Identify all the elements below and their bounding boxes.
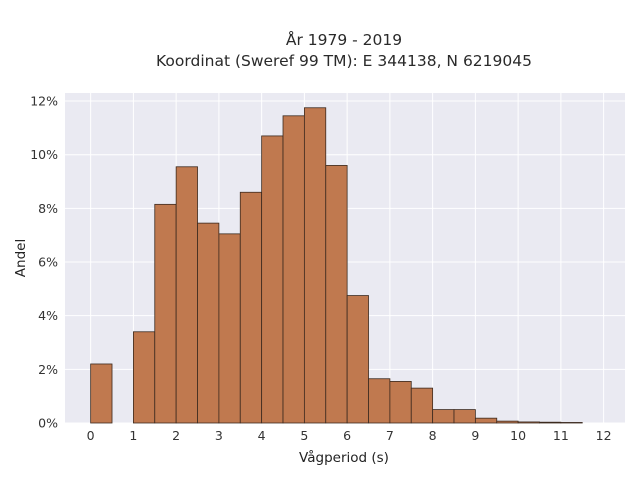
histogram-bar [389, 381, 412, 424]
histogram-bar [154, 203, 177, 424]
x-tick-label: 1 [129, 428, 137, 443]
x-axis-label: Vågperiod (s) [299, 449, 389, 466]
histogram-bar [303, 107, 327, 424]
x-tick-label: 9 [471, 428, 479, 443]
y-tick-labels: 0% 2% 4% 6% 8% 10% 12% [30, 94, 58, 431]
x-tick-label: 11 [553, 428, 569, 443]
y-tick-label: 10% [30, 147, 58, 162]
histogram-bar [496, 420, 519, 424]
histogram-bar [175, 166, 198, 424]
x-tick-label: 5 [300, 428, 308, 443]
histogram-bar [197, 222, 220, 424]
histogram-bar [218, 233, 241, 424]
y-tick-label: 0% [38, 416, 58, 431]
x-tick-label: 7 [386, 428, 394, 443]
histogram-bar [410, 387, 434, 424]
histogram-bar [453, 409, 476, 424]
histogram-bar [539, 421, 562, 424]
x-tick-label: 12 [596, 428, 612, 443]
histogram-bar [432, 409, 455, 424]
x-tick-label: 2 [172, 428, 180, 443]
chart-title: År 1979 - 2019 [286, 30, 402, 49]
bars [90, 107, 583, 424]
x-tick-label: 8 [429, 428, 437, 443]
x-tick-label: 3 [215, 428, 223, 443]
y-tick-label: 12% [30, 94, 58, 109]
histogram-bar [560, 422, 583, 424]
x-tick-labels: 0 1 2 3 4 5 6 7 8 9 10 11 12 [87, 428, 612, 443]
histogram-bar [90, 363, 113, 424]
x-tick-label: 10 [510, 428, 526, 443]
y-axis-label: Andel [13, 239, 29, 277]
y-tick-label: 2% [38, 362, 58, 377]
x-tick-label: 4 [258, 428, 266, 443]
y-tick-label: 8% [38, 201, 58, 216]
x-tick-label: 0 [87, 428, 95, 443]
histogram-bar [132, 331, 156, 424]
x-tick-label: 6 [343, 428, 351, 443]
y-tick-label: 6% [38, 255, 58, 270]
histogram-bar [346, 295, 369, 424]
histogram-bar [517, 421, 540, 424]
histogram-bar [325, 165, 348, 424]
chart-subtitle: Koordinat (Sweref 99 TM): E 344138, N 62… [156, 52, 532, 70]
histogram-bar [474, 417, 498, 424]
histogram-bar [261, 135, 284, 424]
y-tick-label: 4% [38, 308, 58, 323]
histogram-bar [368, 378, 391, 424]
histogram-bar [282, 115, 305, 424]
histogram-bar [239, 191, 263, 424]
